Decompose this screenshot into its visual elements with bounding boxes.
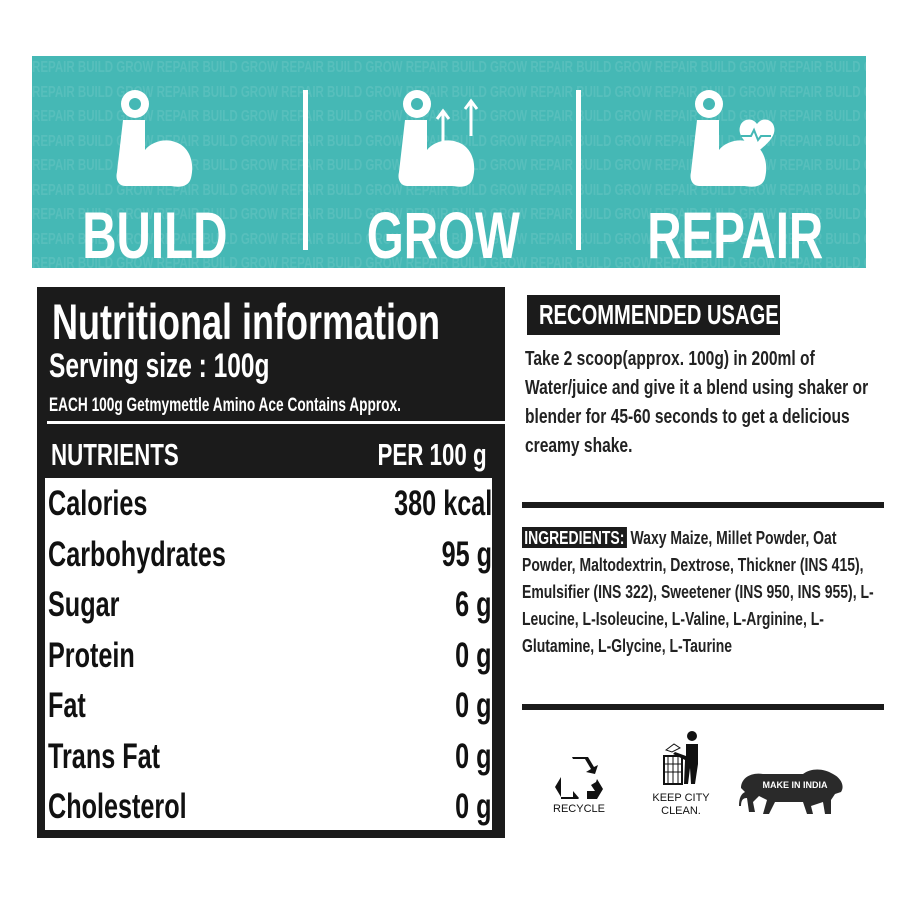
nutrition-subtitle: EACH 100g Getmymettle Amino Ace Contains… — [49, 395, 401, 416]
make-in-india-lion-icon: MAKE IN INDIA — [739, 769, 843, 814]
flexed-arm-up-arrows-icon — [398, 90, 479, 187]
divider — [522, 704, 884, 710]
usage-text: Take 2 scoop(approx. 100g) in 200ml of W… — [525, 347, 869, 457]
nutrient-row: Calories 380 kcal — [45, 478, 492, 528]
feature-label: GROW — [366, 198, 520, 268]
nutrition-facts-panel: Nutritional information Serving size : 1… — [37, 287, 505, 838]
flexed-arm-dumbbell-icon — [116, 90, 193, 187]
nutrient-row: Protein 0 g — [45, 630, 492, 680]
feature-grow: GROW — [313, 86, 573, 268]
recycle-label: RECYCLE — [553, 803, 605, 815]
serving-size: Serving size : 100g — [49, 347, 270, 385]
litter-bin-person-icon — [663, 731, 698, 785]
usage-heading-text: RECOMMENDED USAGE: — [539, 299, 786, 330]
nutrient-value: 0 g — [455, 686, 492, 725]
nutrient-name: Cholesterol — [48, 787, 187, 826]
nutrient-row: Fat 0 g — [45, 680, 492, 730]
divider — [303, 90, 308, 250]
nutrient-name: Trans Fat — [48, 736, 161, 776]
nutrient-name: Sugar — [48, 585, 120, 624]
nutrient-value: 0 g — [455, 635, 492, 675]
flexed-arm-heart-icon — [690, 90, 775, 187]
column-header-per-100g: PER 100 g — [377, 437, 487, 472]
nutrition-title: Nutritional information — [52, 294, 440, 350]
ingredients-text: Waxy Maize, Millet Powder, Oat Powder, M… — [522, 527, 874, 656]
nutrient-value: 0 g — [455, 787, 492, 826]
recycle-badge: RECYCLE — [548, 755, 610, 816]
nutrient-row: Carbohydrates 95 g — [45, 529, 492, 579]
feature-label: REPAIR — [646, 198, 824, 268]
nutrient-name: Fat — [48, 686, 86, 725]
nutrient-value: 6 g — [455, 585, 492, 624]
divider — [47, 421, 505, 424]
keep-city-clean-label: CLEAN. — [661, 805, 701, 817]
usage-heading: RECOMMENDED USAGE: — [527, 295, 785, 335]
divider — [522, 502, 884, 508]
nutrient-row: Cholesterol 0 g — [45, 781, 492, 831]
nutrient-row: Sugar 6 g — [45, 579, 492, 629]
make-in-india-badge: MAKE IN INDIA — [737, 758, 845, 820]
ingredients-label: INGREDIENTS: — [522, 527, 627, 548]
feature-label: BUILD — [82, 198, 228, 268]
nutrient-name: Calories — [48, 484, 148, 523]
feature-repair: REPAIR — [605, 86, 865, 268]
benefits-banner: REPAIR BUILD GROW REPAIR BUILD GROW REPA… — [32, 56, 866, 268]
divider — [576, 90, 581, 250]
nutrient-row: Trans Fat 0 g — [45, 731, 492, 781]
recycle-icon — [555, 757, 603, 805]
feature-build: BUILD — [32, 86, 285, 268]
column-header-nutrients: NUTRIENTS — [51, 437, 179, 472]
nutrient-value: 0 g — [455, 736, 492, 776]
ingredients: INGREDIENTS: Waxy Maize, Millet Powder, … — [522, 524, 884, 659]
nutrient-name: Carbohydrates — [48, 534, 226, 574]
nutrient-value: 95 g — [441, 534, 492, 574]
make-in-india-text: MAKE IN INDIA — [763, 780, 829, 790]
nutrition-table: Calories 380 kcal Carbohydrates 95 g Sugar 6 … — [45, 478, 492, 830]
nutrient-name: Protein — [48, 635, 135, 675]
nutrient-value: 380 kcal — [393, 484, 492, 523]
pattern-row: REPAIR BUILD GROW REPAIR BUILD GROW REPA… — [32, 59, 866, 76]
keep-city-clean-badge: KEEP CITY CLEAN. — [650, 730, 712, 818]
keep-city-clean-label: KEEP CITY — [652, 792, 710, 804]
